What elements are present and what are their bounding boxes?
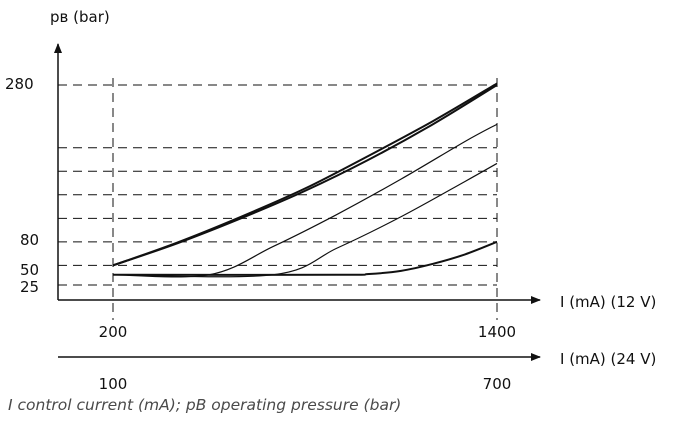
series-curve-1 [112, 84, 498, 267]
x-tick-200: 200 [99, 323, 128, 341]
series-curve-3 [112, 123, 498, 278]
y-axis-label: pв (bar) [50, 8, 110, 26]
y-tick-280: 280 [5, 75, 34, 93]
x-axis-label-24v: I (mA) (24 V) [560, 350, 656, 368]
y-tick-80: 80 [20, 231, 39, 249]
y-tick-25: 25 [20, 278, 39, 296]
figure-caption: I control current (mA); pB operating pre… [8, 396, 402, 414]
dashed-grid [58, 78, 498, 320]
series-curve-2 [112, 82, 498, 267]
y-tick-50: 50 [20, 261, 39, 279]
series-curve-5 [112, 240, 498, 276]
pressure-current-chart: pв (bar) I (mA) (12 V) I (mA) (24 V) 280… [5, 8, 656, 393]
x-tick-1400: 1400 [478, 323, 516, 341]
series-curve-4 [112, 162, 498, 278]
series-group [112, 82, 498, 278]
x-tick-100: 100 [99, 375, 128, 393]
x-axis-label-12v: I (mA) (12 V) [560, 293, 656, 311]
x-tick-700: 700 [483, 375, 512, 393]
